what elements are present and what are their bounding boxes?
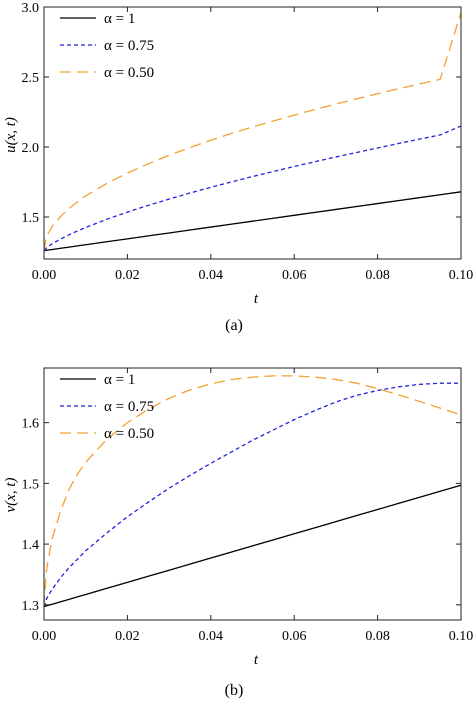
- panel-a-y-tick-label: 1.5: [22, 211, 40, 226]
- panel-a-caption: (a): [225, 317, 243, 334]
- panel-a-legend: α = 1 α = 0.75 α = 0.50: [60, 11, 154, 81]
- panel-b-legend: α = 1 α = 0.75 α = 0.50: [60, 372, 154, 442]
- panel-b-y-tick-label: 1.6: [22, 417, 40, 432]
- panel-a-series-group: [43, 12, 462, 252]
- panel-b-ticks: 0.00 0.02 0.04 0.06 0.08 0.10 1.3 1.4 1.5 1.6: [22, 368, 474, 644]
- panel-a-legend-label-3: α = 0.50: [104, 65, 154, 81]
- panel-b-x-tick-label: 0.06: [282, 629, 307, 644]
- panel-b-x-tick-label: 0.00: [32, 629, 57, 644]
- panel-b-series-line-3: [43, 375, 462, 607]
- panel-b-series-group: [43, 375, 462, 608]
- panel-a-plot-frame: [43, 6, 462, 260]
- panel-b-y-tick-label: 1.5: [22, 477, 40, 492]
- panel-a-y-tick-label: 2.0: [22, 141, 40, 156]
- panel-a-y-tick-label: 3.0: [22, 1, 40, 16]
- panel-a-ticks: 0.00 0.02 0.04 0.06 0.08 0.10 1.5 2.0 2.5 3.0: [22, 1, 474, 283]
- panel-b: 0.00 0.02 0.04 0.06 0.08 0.10 1.3 1.4 1.5 1.6 α =…: [3, 367, 474, 699]
- panel-a-x-tick-label: 0.00: [32, 268, 57, 283]
- panel-b-series-line-2: [43, 382, 461, 607]
- panel-a-x-tick-label: 0.02: [115, 268, 140, 283]
- panel-a-x-tick-label: 0.04: [199, 268, 224, 283]
- panel-b-legend-label-1: α = 1: [104, 372, 135, 388]
- panel-b-x-tick-label: 0.08: [365, 629, 390, 644]
- panel-a-x-tick-label: 0.10: [449, 268, 474, 283]
- panel-a: 0.00 0.02 0.04 0.06 0.08 0.10 1.5 2.0 2.5 3.0 α =…: [3, 1, 473, 334]
- panel-b-legend-label-2: α = 0.75: [104, 399, 154, 415]
- panel-b-x-tick-label: 0.10: [449, 629, 474, 644]
- panel-a-y-tick-label: 2.5: [22, 71, 40, 86]
- panel-a-x-tick-label: 0.06: [282, 268, 307, 283]
- panel-a-series-line-1: [43, 191, 462, 252]
- panel-a-series-line-3: [43, 12, 462, 251]
- panel-b-y-axis-label: v(x, t): [3, 478, 19, 513]
- panel-b-y-tick-label: 1.4: [22, 538, 40, 553]
- panel-a-y-axis-label: u(x, t): [3, 117, 19, 153]
- panel-b-caption: (b): [225, 682, 244, 699]
- panel-b-legend-label-3: α = 0.50: [104, 426, 154, 442]
- panel-a-x-axis-label: t: [254, 291, 259, 307]
- panel-b-x-axis-label: t: [254, 652, 259, 668]
- panel-a-series-line-2: [43, 125, 462, 252]
- panel-a-x-tick-label: 0.08: [365, 268, 390, 283]
- panel-b-y-tick-label: 1.3: [22, 599, 40, 614]
- panel-a-legend-label-1: α = 1: [104, 11, 135, 27]
- panel-a-legend-label-2: α = 0.75: [104, 38, 154, 54]
- panel-b-x-tick-label: 0.04: [199, 629, 224, 644]
- panel-b-x-tick-label: 0.02: [115, 629, 140, 644]
- panel-b-plot-frame: [43, 367, 462, 621]
- panel-b-series-line-1: [43, 484, 462, 608]
